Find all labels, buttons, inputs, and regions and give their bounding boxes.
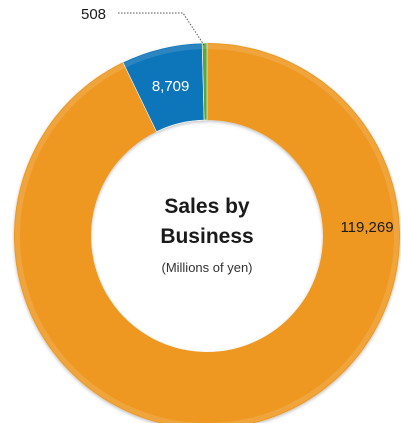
chart-subtitle: (Millions of yen): [161, 260, 252, 275]
slice-label-0: 119,269: [340, 219, 393, 236]
slice-highlight-1: [123, 44, 202, 68]
slice-labels: 119,269 8,709 508: [81, 6, 394, 236]
chart-title-line-2: Business: [160, 225, 253, 248]
slice-highlight-2: [202, 44, 207, 50]
slice-2: [201, 42, 208, 121]
chart-title-line-1: Sales by: [164, 195, 250, 218]
slice-0: [14, 43, 400, 423]
slice-label-2: 508: [81, 6, 106, 23]
donut-slices: [14, 42, 400, 423]
slice-label-1: 8,709: [152, 78, 190, 95]
leader-line: [118, 12, 206, 47]
